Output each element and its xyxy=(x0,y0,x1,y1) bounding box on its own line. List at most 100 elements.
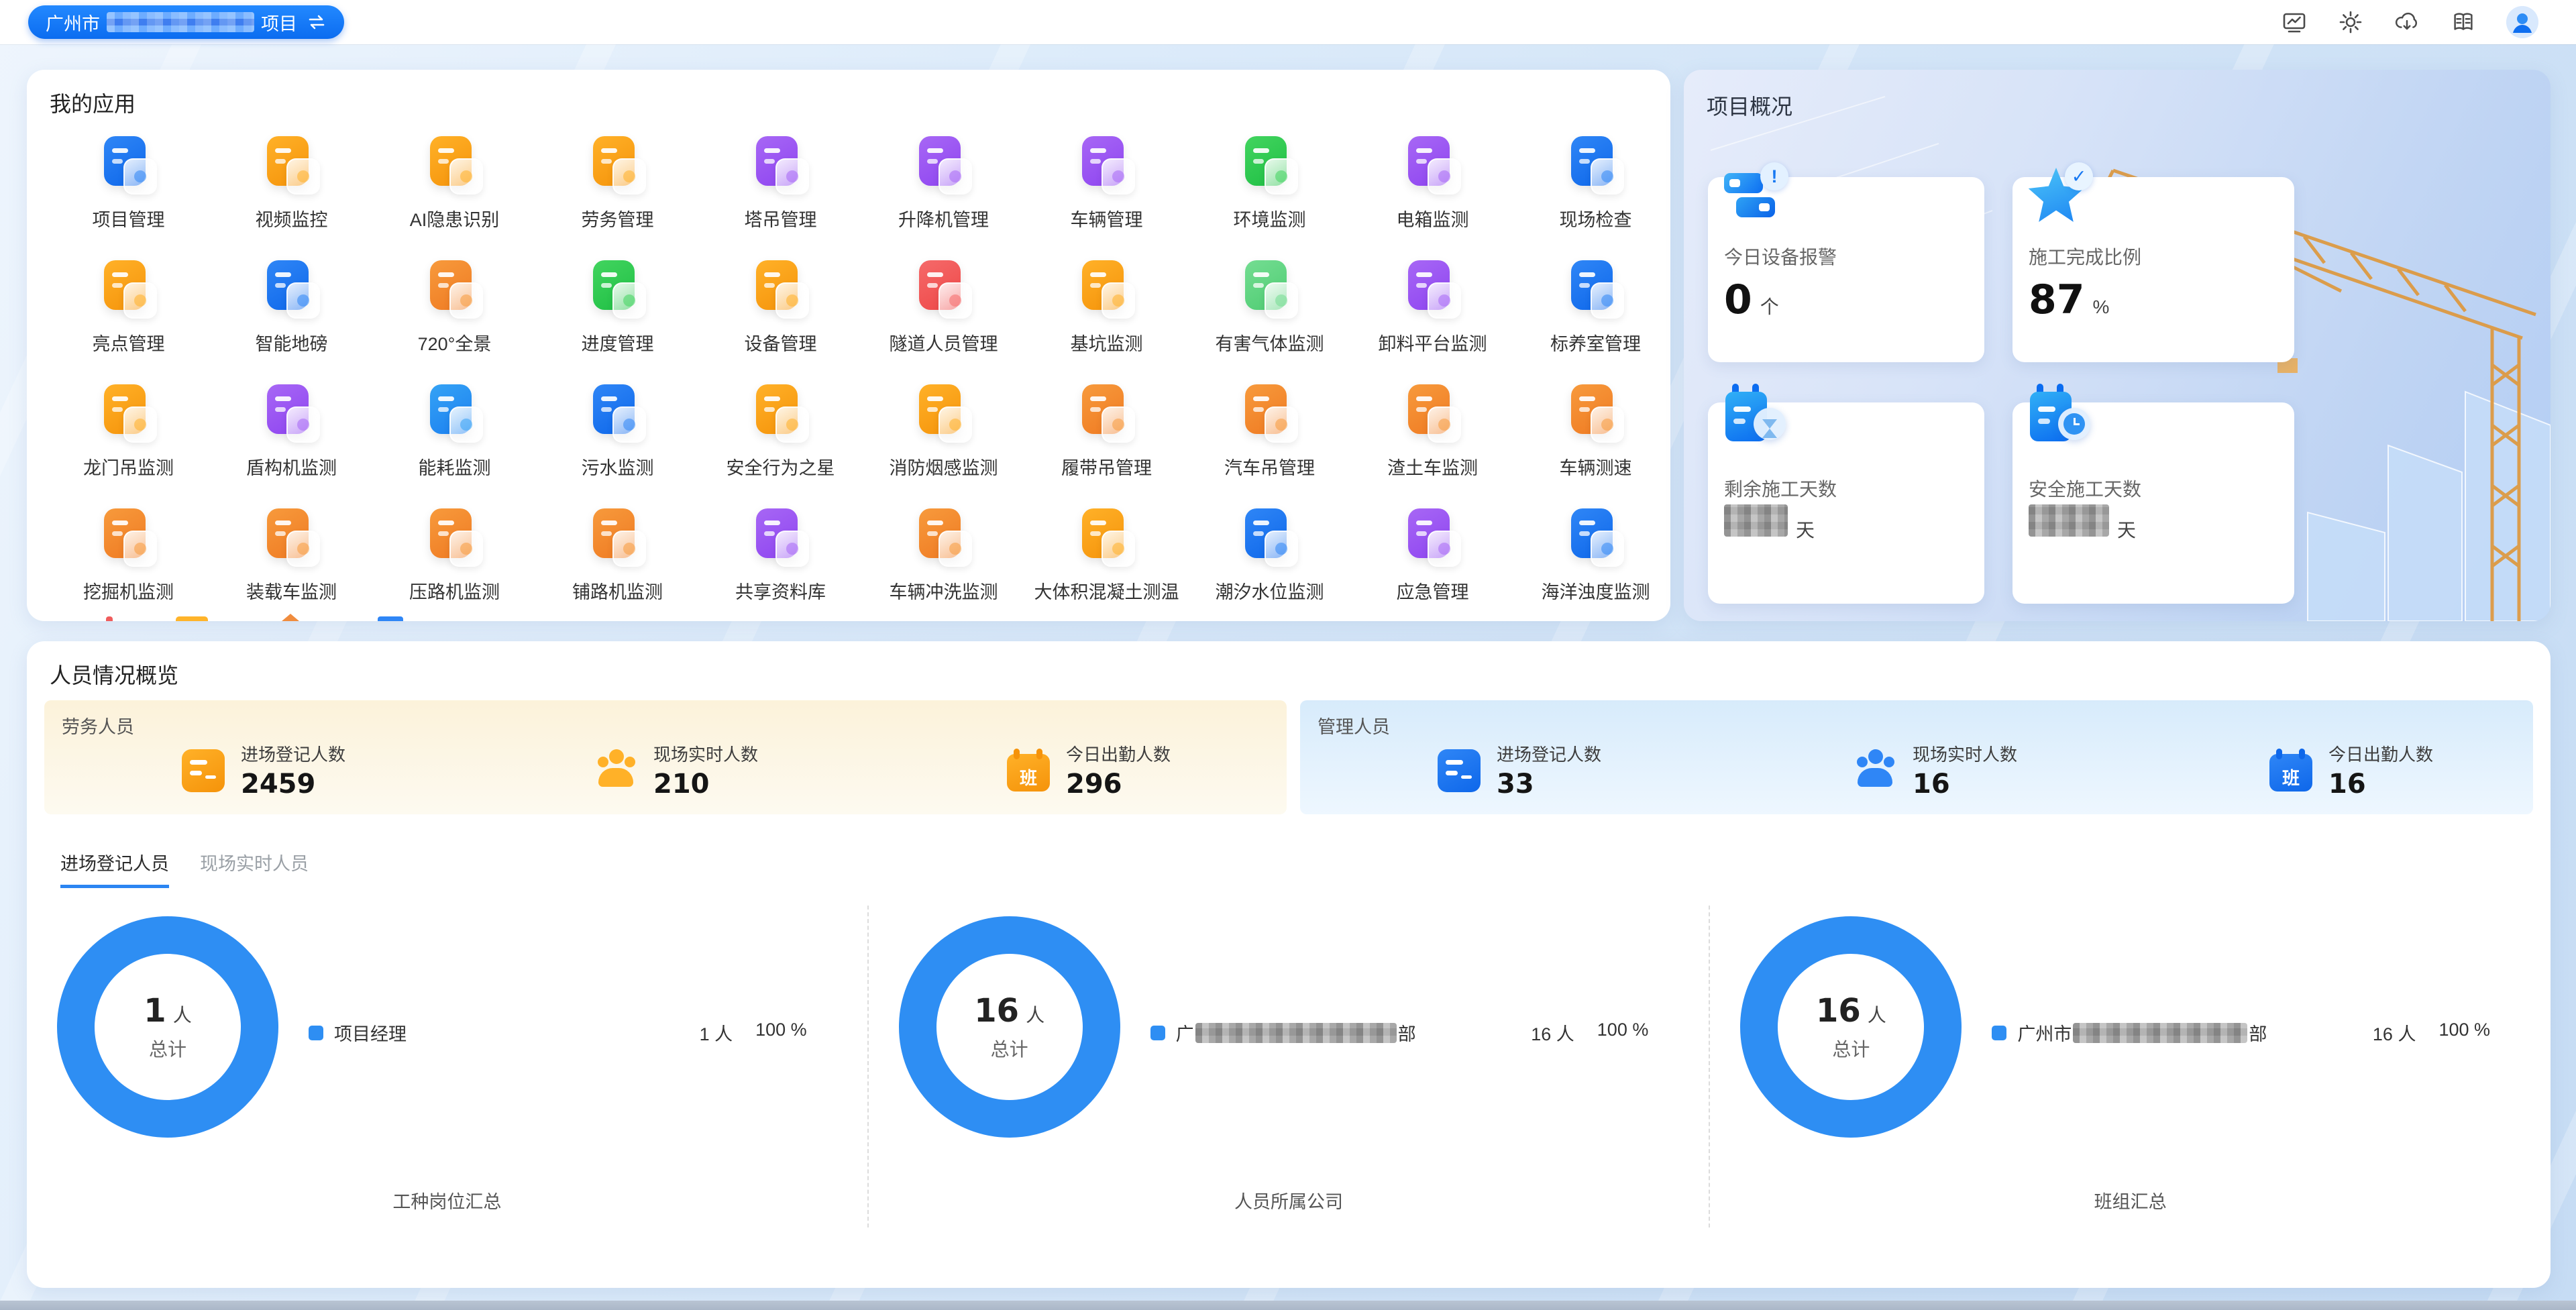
emergency-icon xyxy=(1402,506,1464,568)
app-item[interactable]: 标养室管理 xyxy=(1514,258,1670,382)
settings-gear-icon[interactable] xyxy=(2337,9,2364,36)
app-item[interactable]: 亮点管理 xyxy=(47,258,210,382)
team-chart: 16 人 总计 广州市 部 16 人 100 % 班组汇总 xyxy=(1709,906,2551,1227)
app-item[interactable]: 车辆测速 xyxy=(1514,382,1670,506)
tab-registered-personnel[interactable]: 进场登记人员 xyxy=(60,849,169,888)
app-label: 铺路机监测 xyxy=(572,582,663,602)
app-item[interactable]: 大体积混凝土测温 xyxy=(1025,506,1188,621)
power-box-icon xyxy=(1402,134,1464,196)
register-card-icon xyxy=(1438,749,1481,792)
sewage-icon xyxy=(587,382,649,444)
app-item[interactable]: 盾构机监测 xyxy=(210,382,373,506)
app-item[interactable]: 应急管理 xyxy=(1351,506,1514,621)
app-label: 标养室管理 xyxy=(1550,334,1641,354)
device-alarm-icon: ! xyxy=(1720,160,1790,229)
app-label: 720°全景 xyxy=(417,334,492,354)
app-item[interactable]: 挖掘机监测 xyxy=(47,506,210,621)
app-item[interactable]: 720°全景 xyxy=(373,258,536,382)
redacted-project-name xyxy=(107,12,254,32)
curing-room-icon xyxy=(1565,258,1627,320)
app-item[interactable]: 渣土车监测 xyxy=(1351,382,1514,506)
app-label: 共享资料库 xyxy=(735,582,826,602)
leaf-environment-icon xyxy=(1239,134,1301,196)
app-label: 应急管理 xyxy=(1396,582,1469,602)
app-item[interactable]: 安全行为之星 xyxy=(699,382,862,506)
shield-machine-icon xyxy=(261,382,323,444)
app-item[interactable]: 项目管理 xyxy=(47,134,210,258)
app-item[interactable]: 共享资料库 xyxy=(699,506,862,621)
app-item[interactable]: 车辆冲洗监测 xyxy=(862,506,1025,621)
app-label: 汽车吊管理 xyxy=(1224,458,1315,478)
app-label: 潮汐水位监测 xyxy=(1215,582,1324,602)
crawler-crane-icon xyxy=(1076,382,1138,444)
people-group-icon xyxy=(1854,749,1896,792)
app-item[interactable]: 汽车吊管理 xyxy=(1188,382,1351,506)
cloud-download-icon[interactable] xyxy=(2394,9,2420,36)
app-item[interactable]: 污水监测 xyxy=(536,382,699,506)
hoist-icon xyxy=(913,134,975,196)
app-item[interactable]: 进度管理 xyxy=(536,258,699,382)
partial-app-icons xyxy=(27,613,1670,621)
app-item[interactable]: 能耗监测 xyxy=(373,382,536,506)
legend-swatch xyxy=(1150,1025,1165,1040)
labor-personnel-panel: 劳务人员 进场登记人数 2459 现场实时人数 210 班 今日出勤人数 296 xyxy=(44,700,1287,814)
app-item[interactable]: 车辆管理 xyxy=(1025,134,1188,258)
app-item[interactable]: 卸料平台监测 xyxy=(1351,258,1514,382)
company-chart: 16 人 总计 广 部 16 人 100 % 人员所属公司 xyxy=(867,906,1709,1227)
paver-icon xyxy=(587,506,649,568)
app-item[interactable]: AI隐患识别 xyxy=(373,134,536,258)
completion-ratio-card: ✓ 施工完成比例 87 % xyxy=(2012,162,2294,362)
app-label: 进度管理 xyxy=(581,334,654,354)
app-item[interactable]: 电箱监测 xyxy=(1351,134,1514,258)
legend-label: 广州市 部 xyxy=(2017,1020,2373,1046)
app-item[interactable]: 压路机监测 xyxy=(373,506,536,621)
device-alarm-label: 今日设备报警 xyxy=(1724,247,1837,268)
management-realtime-stat: 现场实时人数 16 xyxy=(1854,741,2017,800)
worker-icon xyxy=(587,134,649,196)
vehicle-icon xyxy=(1076,134,1138,196)
tab-realtime-personnel[interactable]: 现场实时人员 xyxy=(200,854,309,874)
dashboard-monitor-icon[interactable] xyxy=(2281,9,2308,36)
app-item[interactable]: 智能地磅 xyxy=(210,258,373,382)
app-label: 卸料平台监测 xyxy=(1378,334,1487,354)
app-item[interactable]: 劳务管理 xyxy=(536,134,699,258)
chart-caption: 工种岗位汇总 xyxy=(392,1192,502,1212)
user-avatar[interactable] xyxy=(2506,6,2538,38)
app-label: 亮点管理 xyxy=(92,334,165,354)
app-item[interactable]: 有害气体监测 xyxy=(1188,258,1351,382)
app-item[interactable]: 隧道人员管理 xyxy=(862,258,1025,382)
app-item[interactable]: 环境监测 xyxy=(1188,134,1351,258)
app-label: 项目管理 xyxy=(92,210,165,230)
project-selector-button[interactable]: 广州市 项目 xyxy=(28,5,344,39)
app-item[interactable]: 设备管理 xyxy=(699,258,862,382)
app-item[interactable]: 装载车监测 xyxy=(210,506,373,621)
gas-monitor-icon xyxy=(1239,258,1301,320)
safe-days-card: 安全施工天数 天 xyxy=(2012,384,2294,604)
app-item[interactable]: 潮汐水位监测 xyxy=(1188,506,1351,621)
app-item[interactable]: 龙门吊监测 xyxy=(47,382,210,506)
app-label: 智能地磅 xyxy=(255,334,328,354)
register-card-icon xyxy=(182,749,225,792)
app-item[interactable]: 铺路机监测 xyxy=(536,506,699,621)
tunnel-people-icon xyxy=(913,258,975,320)
app-item[interactable]: 升降机管理 xyxy=(862,134,1025,258)
apps-grid: 项目管理 视频监控 AI隐患识别 劳务管理 塔吊管理 升降机管理 车辆管理 环境监测 电箱监测 现… xyxy=(47,134,1670,621)
app-item[interactable]: 现场检查 xyxy=(1514,134,1670,258)
app-item[interactable]: 塔吊管理 xyxy=(699,134,862,258)
app-item[interactable]: 基坑监测 xyxy=(1025,258,1188,382)
donut-chart: 16 人 总计 xyxy=(898,916,1120,1138)
device-alarm-value: 0 xyxy=(1724,276,1752,323)
gantry-crane-icon xyxy=(98,382,160,444)
app-item[interactable]: 海洋浊度监测 xyxy=(1514,506,1670,621)
safety-star-shield-icon xyxy=(750,382,812,444)
app-label: 现场检查 xyxy=(1559,210,1632,230)
project-folder-icon xyxy=(98,134,160,196)
app-item[interactable]: 消防烟感监测 xyxy=(862,382,1025,506)
handbook-icon[interactable] xyxy=(2450,9,2477,36)
car-wash-icon xyxy=(913,506,975,568)
donut-chart: 16 人 总计 xyxy=(1740,916,1962,1138)
app-item[interactable]: 视频监控 xyxy=(210,134,373,258)
app-item[interactable]: 履带吊管理 xyxy=(1025,382,1188,506)
app-label: 渣土车监测 xyxy=(1387,458,1478,478)
